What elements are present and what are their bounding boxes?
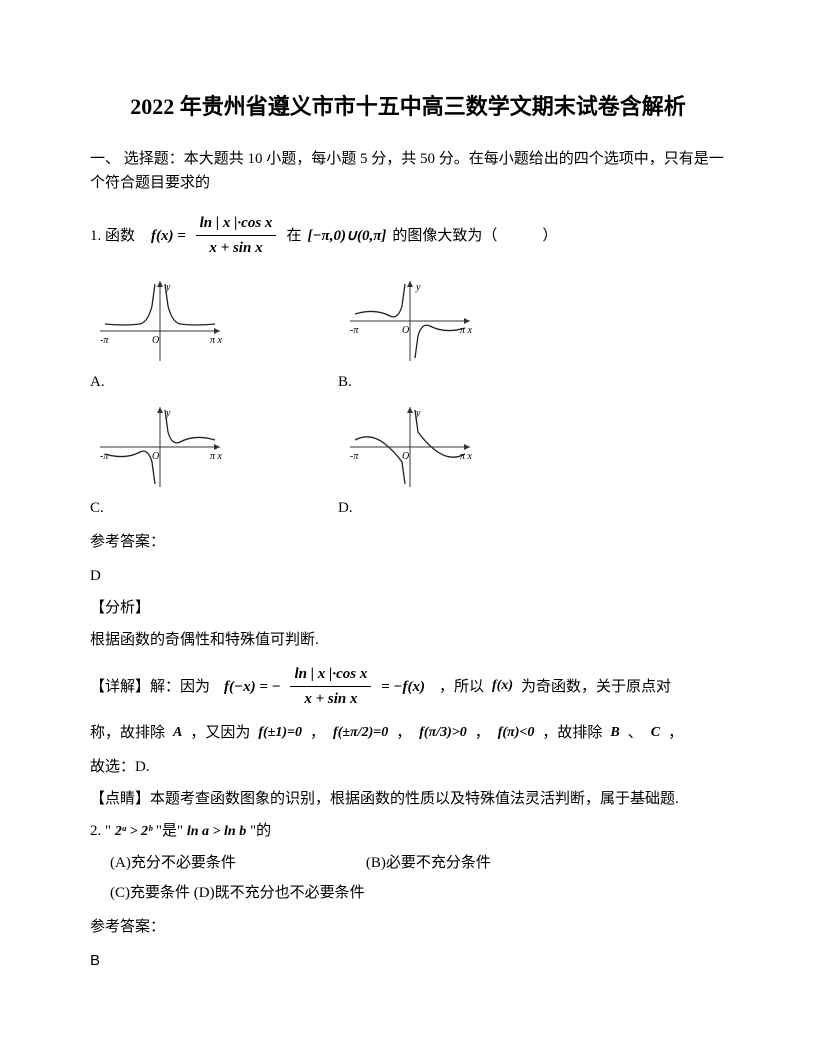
question-2: 2. " 2ᵃ > 2ᵇ "是" ln a > ln b "的 bbox=[90, 819, 726, 843]
label-row-2: C. D. bbox=[90, 496, 726, 520]
graph-a: -π π x O y bbox=[90, 276, 230, 366]
svg-text:π x: π x bbox=[460, 451, 473, 462]
detail-formula-frac: ln | x |·cos x x + sin x bbox=[290, 662, 371, 711]
answer-heading-2: 参考答案： bbox=[90, 915, 726, 939]
svg-text:-π: -π bbox=[100, 335, 109, 346]
q1-domain: [−π,0)∪(0,π] bbox=[307, 224, 386, 248]
svg-text:O: O bbox=[402, 451, 409, 462]
detail-suffix: 为奇函数，关于原点对 bbox=[521, 675, 671, 699]
q1-prefix: 1. 函数 bbox=[90, 224, 135, 248]
q1-suffix: 的图像大致为（ ） bbox=[392, 224, 557, 248]
line2-f3: f(π/3)>0 bbox=[419, 722, 467, 744]
detail-formula-rhs: = −f(x) bbox=[381, 675, 425, 699]
detail-formula-num: ln | x |·cos x bbox=[290, 662, 371, 687]
q2-opt-b: (B)必要不充分条件 bbox=[366, 851, 491, 875]
page-title: 2022 年贵州省遵义市市十五中高三数学文期末试卷含解析 bbox=[90, 90, 726, 123]
svg-text:-π: -π bbox=[350, 325, 359, 336]
option-label-d: D. bbox=[338, 496, 368, 520]
line2-f4: f(π)<0 bbox=[498, 722, 535, 744]
q1-formula-num: ln | x |·cos x bbox=[196, 211, 277, 236]
section-heading: 一、 选择题：本大题共 10 小题，每小题 5 分，共 50 分。在每小题给出的… bbox=[90, 147, 726, 195]
line2-B: B bbox=[610, 722, 619, 744]
q2-expr1: 2ᵃ > 2ᵇ bbox=[115, 824, 152, 839]
svg-text:π x: π x bbox=[460, 325, 473, 336]
detail-line-1: 【详解】解：因为 f(−x) = − ln | x |·cos x x + si… bbox=[90, 662, 726, 711]
q1-formula-frac: ln | x |·cos x x + sin x bbox=[196, 211, 277, 260]
q2-prefix: 2. " bbox=[90, 823, 111, 839]
graph-d: -π π x O y bbox=[340, 402, 480, 492]
dianqing: 【点睛】本题考查函数图象的识别，根据函数的性质以及特殊值法灵活判断，属于基础题. bbox=[90, 787, 726, 811]
svg-text:O: O bbox=[152, 335, 159, 346]
detail-label: 【详解】解：因为 bbox=[90, 675, 210, 699]
label-row-1: A. B. bbox=[90, 370, 726, 394]
analysis-label: 【分析】 bbox=[90, 596, 726, 620]
graph-c: -π π x O y bbox=[90, 402, 230, 492]
q2-options-row2: (C)充要条件 (D)既不充分也不必要条件 bbox=[110, 881, 726, 905]
line2-mid1: ，又因为 bbox=[190, 721, 250, 745]
line2-f1: f(±1)=0 bbox=[258, 722, 302, 744]
line3: 故选：D. bbox=[90, 755, 726, 779]
svg-text:O: O bbox=[152, 451, 159, 462]
q2-options-row1: (A)充分不必要条件 (B)必要不充分条件 bbox=[110, 851, 726, 875]
q2-mid: "是" bbox=[156, 823, 183, 839]
q2-suffix: "的 bbox=[250, 823, 271, 839]
detail-fx: f(x) bbox=[492, 675, 513, 697]
answer-1: D bbox=[90, 564, 726, 588]
line2-A: A bbox=[173, 722, 182, 744]
graphs-row-2: -π π x O y -π π x O y bbox=[90, 402, 726, 492]
line2-mid2: ，故排除 bbox=[542, 721, 602, 745]
q2-expr2: ln a > ln b bbox=[187, 824, 246, 839]
graphs-row-1: -π π x O y -π π x O y bbox=[90, 276, 726, 366]
svg-text:-π: -π bbox=[100, 451, 109, 462]
q2-opt-a: (A)充分不必要条件 bbox=[110, 851, 236, 875]
q1-formula-lhs: f(x) = bbox=[151, 224, 186, 248]
analysis-text: 根据函数的奇偶性和特殊值可判断. bbox=[90, 628, 726, 652]
line2-f2: f(±π/2)=0 bbox=[333, 722, 388, 744]
svg-text:-π: -π bbox=[350, 451, 359, 462]
option-label-b: B. bbox=[338, 370, 368, 394]
svg-text:π x: π x bbox=[210, 451, 223, 462]
line2-prefix: 称，故排除 bbox=[90, 721, 165, 745]
question-1: 1. 函数 f(x) = ln | x |·cos x x + sin x 在 … bbox=[90, 211, 726, 260]
svg-text:O: O bbox=[402, 325, 409, 336]
line2-end: ， bbox=[668, 721, 683, 745]
q2-opt-c: (C)充要条件 (D)既不充分也不必要条件 bbox=[110, 885, 365, 901]
option-label-a: A. bbox=[90, 370, 120, 394]
detail-line-2: 称，故排除 A ，又因为 f(±1)=0 ， f(±π/2)=0 ， f(π/3… bbox=[90, 721, 726, 745]
graph-b: -π π x O y bbox=[340, 276, 480, 366]
q1-mid: 在 bbox=[286, 224, 301, 248]
q1-formula-den: x + sin x bbox=[196, 236, 277, 260]
detail-formula-den: x + sin x bbox=[290, 687, 371, 711]
line2-C: C bbox=[651, 722, 660, 744]
answer-2: B bbox=[90, 949, 726, 973]
svg-text:y: y bbox=[415, 282, 421, 293]
option-label-c: C. bbox=[90, 496, 120, 520]
detail-mid: ，所以 bbox=[439, 675, 484, 699]
detail-formula-lhs: f(−x) = − bbox=[224, 675, 281, 699]
svg-text:π x: π x bbox=[210, 335, 223, 346]
answer-heading-1: 参考答案： bbox=[90, 530, 726, 554]
